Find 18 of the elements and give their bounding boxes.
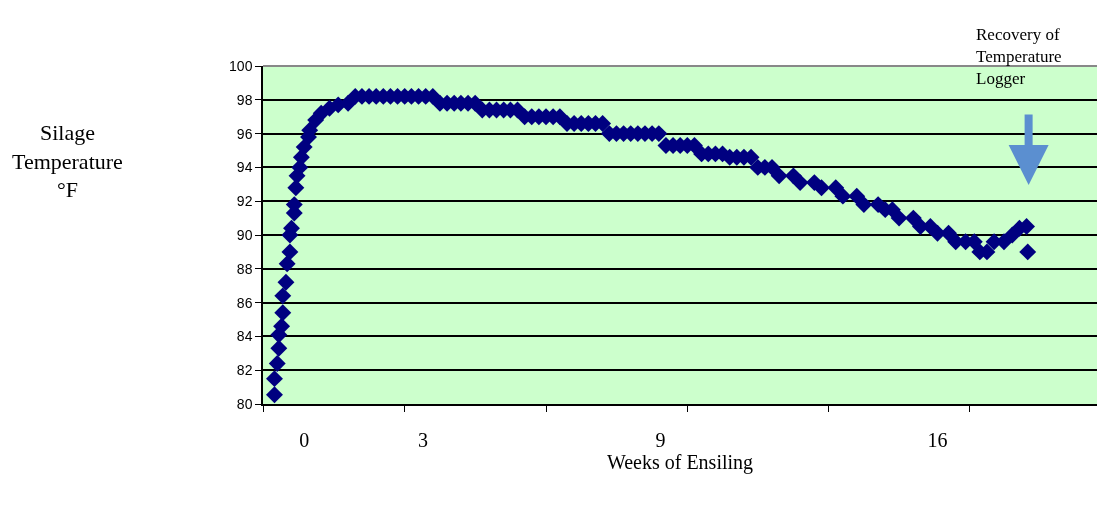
- y-tick-label: 80: [236, 395, 253, 412]
- y-tick-label: 82: [236, 362, 253, 379]
- y-tick-label: 90: [236, 226, 253, 243]
- x-axis-title: Weeks of Ensiling: [606, 451, 754, 474]
- y-tick-label: 88: [236, 260, 253, 277]
- y-tick-label: 94: [236, 159, 253, 176]
- y-tick-label: 84: [236, 328, 253, 345]
- y-axis-title: Silage Temperature °F: [12, 120, 123, 203]
- y-tick-label: 96: [236, 125, 253, 142]
- y-tick-label: 100: [229, 57, 253, 74]
- y-tick-label: 98: [236, 91, 253, 108]
- x-tick-label: 16: [927, 429, 948, 451]
- x-tick-label: 9: [655, 429, 666, 451]
- annotation: Recovery of Temperature Logger: [976, 25, 1062, 89]
- y-tick-label: 86: [236, 294, 253, 311]
- y-tick-label: 92: [236, 193, 253, 210]
- x-tick-label: 0: [299, 429, 310, 451]
- x-tick-label: 3: [417, 429, 428, 451]
